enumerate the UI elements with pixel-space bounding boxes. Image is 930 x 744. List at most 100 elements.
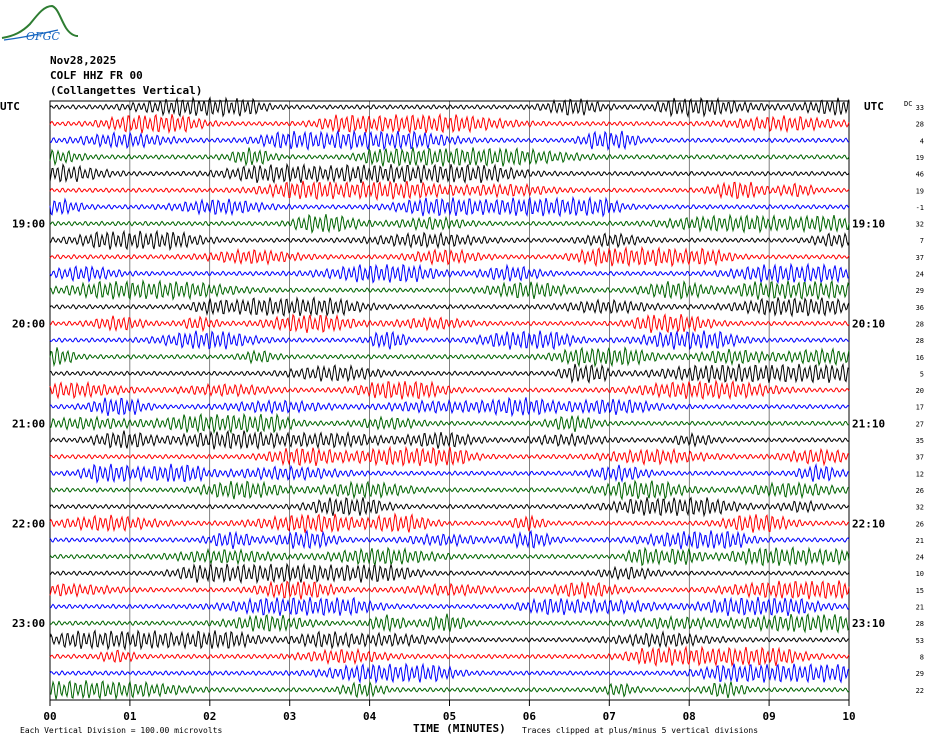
dc-offset-label: 15: [916, 587, 924, 595]
dc-offset-label: 37: [916, 454, 924, 462]
trace-line: [49, 296, 850, 318]
trace-line: [49, 262, 850, 285]
trace-line: [49, 379, 850, 401]
dc-offset-label: 19: [916, 187, 924, 195]
dc-offset-label: -1: [916, 204, 924, 212]
trace-line: [49, 279, 850, 301]
trace-line: [49, 662, 850, 685]
trace-line: [49, 546, 850, 568]
trace-line: [49, 562, 850, 585]
left-time-label: 21:00: [12, 417, 45, 430]
trace-line: [49, 496, 850, 518]
date-label: Nov28,2025: [50, 54, 117, 67]
dc-offset-label: 28: [916, 620, 924, 628]
trace-line: [49, 213, 850, 235]
logo-curve-icon: [1, 4, 78, 39]
dc-offset-label: 20: [916, 387, 924, 395]
logo-swoosh-icon: [3, 29, 59, 41]
x-tick-label: 05: [443, 710, 456, 723]
dc-offset-label: 33: [916, 104, 924, 112]
right-utc-label: UTC: [864, 100, 884, 113]
dc-offset-label: 8: [920, 653, 924, 661]
dc-offset-label: 28: [916, 121, 924, 129]
dc-offset-label: 29: [916, 670, 924, 678]
dc-offset-label: 36: [916, 304, 924, 312]
dc-offset-label: 19: [916, 154, 924, 162]
dc-offset-label: 29: [916, 287, 924, 295]
trace-line: [49, 245, 850, 268]
trace-line: [49, 346, 850, 368]
trace-line: [49, 180, 850, 202]
dc-offset-label: 10: [916, 570, 924, 578]
dc-offset-label: 22: [916, 687, 924, 695]
dc-offset-label: 46: [916, 171, 924, 179]
dc-offset-label: 17: [916, 404, 924, 412]
left-time-label: 19:00: [12, 218, 45, 231]
x-axis-title: TIME (MINUTES): [413, 722, 506, 735]
dc-offset-label: 32: [916, 504, 924, 512]
dc-offset-label: 24: [916, 271, 924, 279]
trace-line: [49, 96, 850, 119]
right-time-labels: 19:10 20:10 21:10 22:10 23:10: [852, 218, 885, 631]
footer-clip-note: Traces clipped at plus/minus 5 vertical …: [522, 726, 758, 735]
trace-line: [49, 445, 850, 467]
right-time-label: 22:10: [852, 517, 885, 530]
trace-line: [49, 129, 850, 152]
dc-offset-label: 21: [916, 537, 924, 545]
trace-line: [49, 613, 850, 634]
dc-offset-label: 53: [916, 637, 924, 645]
x-tick-label: 06: [523, 710, 537, 723]
ofgc-logo: OFGC: [1, 4, 78, 42]
location-label: (Collangettes Vertical): [50, 84, 203, 97]
dc-offset-label: 28: [916, 320, 924, 328]
trace-line: [49, 529, 850, 550]
right-time-label: 23:10: [852, 617, 885, 630]
x-axis-ticks: 00 01 02 03 04 05 06 07 08 09 10: [43, 700, 856, 723]
trace-line: [49, 146, 850, 167]
minute-gridlines: [129, 101, 770, 700]
dc-offset-label: 27: [916, 420, 924, 428]
trace-line: [49, 313, 850, 334]
dc-offset-label: 24: [916, 554, 924, 562]
right-time-label: 19:10: [852, 218, 885, 231]
trace-line: [49, 162, 850, 184]
x-tick-label: 00: [43, 710, 56, 723]
left-time-labels: 19:00 20:00 21:00 22:00 23:00: [12, 218, 45, 631]
x-tick-label: 03: [283, 710, 296, 723]
seismic-traces: [49, 96, 850, 701]
x-tick-label: 09: [762, 710, 775, 723]
trace-line: [49, 396, 850, 418]
dc-offset-label: 32: [916, 221, 924, 229]
x-tick-label: 10: [842, 710, 855, 723]
trace-line: [49, 479, 850, 501]
trace-line: [49, 229, 850, 252]
trace-line: [49, 580, 850, 600]
trace-line: [49, 463, 850, 484]
left-utc-label: UTC: [0, 100, 20, 113]
trace-line: [49, 596, 850, 617]
footer-scale-note: Each Vertical Division = 100.00 microvol…: [20, 726, 222, 735]
trace-line: [49, 112, 850, 134]
dc-offset-label: 26: [916, 520, 924, 528]
dc-offset-label: 35: [916, 437, 924, 445]
x-tick-label: 07: [603, 710, 616, 723]
trace-line: [49, 362, 850, 384]
trace-line: [49, 512, 850, 533]
dc-offset-labels: 33 28 4 19 46 19 -1 32 7 37 24 29 36 28 28 16 5 20 17 27 35 3…: [916, 104, 924, 695]
right-time-label: 20:10: [852, 317, 885, 330]
x-tick-label: 08: [683, 710, 696, 723]
dc-offset-label: 16: [916, 354, 924, 362]
left-time-label: 20:00: [12, 317, 45, 330]
left-time-label: 22:00: [12, 517, 45, 530]
dc-offset-label: 26: [916, 487, 924, 495]
trace-line: [49, 680, 850, 701]
x-tick-label: 01: [123, 710, 137, 723]
trace-line: [49, 329, 850, 351]
trace-line: [49, 195, 850, 218]
logo-text: OFGC: [26, 30, 60, 42]
trace-line: [49, 412, 850, 435]
dc-offset-label: 28: [916, 337, 924, 345]
trace-line: [49, 629, 850, 651]
dc-offset-label: 12: [916, 470, 924, 478]
